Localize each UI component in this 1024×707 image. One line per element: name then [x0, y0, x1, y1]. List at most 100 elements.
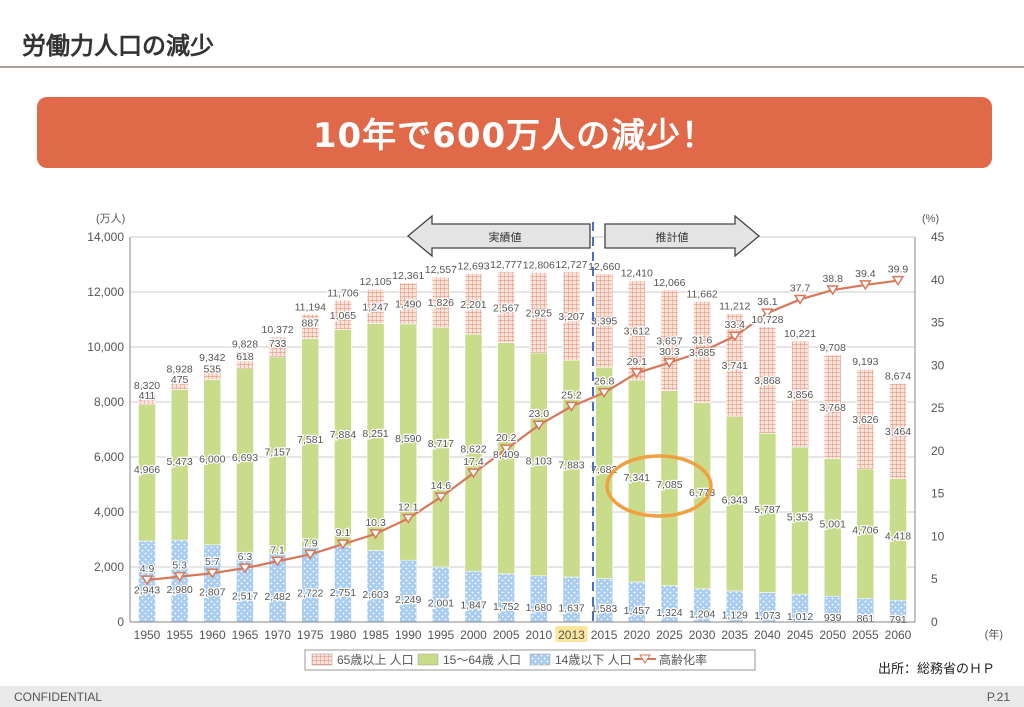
legend-label: 高齢化率 [659, 652, 707, 667]
right-tick-label: 20 [931, 444, 945, 458]
x-tick-label: 1990 [395, 628, 422, 642]
aging-rate-marker [761, 308, 774, 319]
x-tick-label: 2055 [852, 628, 879, 642]
children-bar [562, 576, 581, 623]
total-value-label: 12,660 [588, 261, 620, 273]
elderly-value-label: 3,657 [656, 335, 682, 347]
working-age-value-label: 7,883 [558, 460, 584, 472]
working-age-value-label: 8,590 [395, 433, 421, 445]
right-tick-label: 10 [931, 529, 945, 543]
legend-label: 65歳以上 人口 [337, 653, 414, 667]
elderly-value-label: 1,247 [362, 301, 388, 313]
elderly-value-label: 3,741 [722, 360, 748, 372]
highlight-ellipse [605, 454, 713, 518]
aging-rate-label: 7.9 [303, 537, 318, 549]
aging-rate-marker [597, 387, 611, 399]
elderly-bar [791, 340, 809, 448]
total-value-label: 11,212 [719, 301, 750, 313]
elderly-bar [170, 376, 189, 390]
children-value-label: 2,722 [297, 588, 323, 600]
aging-rate-label: 23.0 [529, 408, 550, 420]
x-tick-label: 2013 [558, 628, 585, 642]
children-value-label: 1,204 [689, 608, 715, 620]
right-tick-label: 5 [931, 572, 938, 586]
x-tick-label: 2015 [591, 628, 618, 642]
x-tick-label: 1975 [297, 628, 324, 642]
working-age-value-label: 4,418 [885, 531, 911, 543]
left-tick-label: 8,000 [94, 395, 124, 409]
aging-rate-label: 26.8 [594, 376, 615, 388]
x-tick-label: 2040 [754, 628, 781, 642]
children-bar [595, 578, 613, 623]
right-tick-label: 30 [931, 358, 945, 372]
children-value-label: 2,751 [330, 587, 356, 599]
aging-rate-label: 33.4 [725, 319, 746, 331]
x-tick-label: 1980 [330, 628, 357, 642]
total-value-label: 11,194 [295, 301, 326, 313]
elderly-value-label: 618 [236, 351, 254, 363]
elderly-bar [823, 354, 842, 459]
aging-rate-label: 6.3 [238, 551, 253, 563]
right-tick-label: 35 [931, 316, 945, 330]
aging-rate-label: 30.3 [659, 346, 680, 358]
children-value-label: 2,980 [167, 584, 193, 596]
children-bar [464, 570, 483, 623]
title-divider [0, 66, 1024, 68]
aging-rate-marker [140, 575, 154, 586]
total-value-label: 12,557 [425, 264, 457, 276]
children-value-label: 2,943 [134, 585, 160, 597]
actual-label: 実績値 [489, 230, 522, 244]
elderly-bar [758, 326, 777, 434]
aging-rate-marker [467, 468, 480, 479]
aging-rate-label: 5.7 [205, 556, 220, 568]
x-tick-label: 1970 [264, 628, 291, 642]
right-tick-label: 45 [931, 230, 945, 244]
aging-rate-label: 10.3 [365, 517, 386, 529]
aging-rate-marker [369, 529, 382, 540]
total-value-label: 9,193 [852, 356, 878, 368]
total-value-label: 10,372 [262, 324, 294, 336]
aging-rate-marker [630, 368, 644, 379]
elderly-bar [595, 273, 613, 368]
right-axis-unit: (%) [922, 213, 939, 225]
elderly-bar [268, 336, 287, 358]
projected-arrow [604, 214, 761, 258]
elderly-value-label: 3,768 [820, 402, 846, 414]
children-value-label: 1,847 [460, 600, 486, 612]
children-value-label: 2,482 [264, 591, 290, 603]
aging-rate-marker [891, 275, 905, 287]
working-age-value-label: 5,001 [820, 518, 846, 530]
total-value-label: 8,674 [885, 370, 911, 382]
elderly-value-label: 3,868 [754, 375, 780, 387]
right-tick-label: 40 [931, 273, 945, 287]
left-tick-label: 4,000 [94, 505, 124, 519]
legend-label: 14歳以下 人口 [555, 653, 632, 667]
projected-label: 推計値 [656, 230, 689, 244]
elderly-bar [432, 276, 450, 328]
total-value-label: 12,361 [392, 270, 424, 282]
x-tick-label: 2045 [787, 628, 814, 642]
aging-rate-label: 36.1 [757, 296, 778, 308]
page-number: P.21 [986, 690, 1010, 704]
aging-rate-marker [663, 358, 676, 369]
working-age-value-label: 7,157 [264, 446, 290, 458]
x-tick-label: 2000 [460, 628, 487, 642]
aging-rate-label: 5.3 [172, 560, 187, 572]
elderly-value-label: 1,826 [428, 297, 454, 309]
children-value-label: 1,752 [493, 601, 519, 613]
elderly-value-label: 3,464 [885, 426, 911, 438]
total-value-label: 8,928 [167, 363, 193, 375]
elderly-value-label: 3,207 [558, 311, 584, 323]
elderly-bar [301, 314, 320, 339]
aging-rate-label: 37.7 [790, 282, 811, 294]
legend-marker [639, 654, 651, 664]
aging-rate-marker [695, 346, 709, 358]
elderly-value-label: 1,065 [330, 310, 356, 322]
elderly-bar [203, 364, 222, 381]
x-tick-label: 1950 [134, 628, 161, 642]
children-value-label: 1,583 [591, 603, 617, 615]
elderly-value-label: 733 [269, 338, 287, 350]
total-value-label: 8,320 [134, 380, 160, 392]
aging-rate-label: 20.2 [496, 432, 517, 444]
